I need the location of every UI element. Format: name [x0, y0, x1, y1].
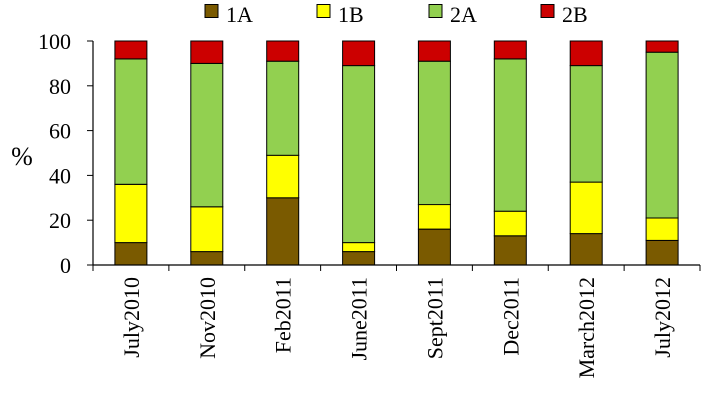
y-tick-label: 20	[49, 208, 71, 233]
bar-segment-2a-july2012	[645, 51, 679, 219]
bar-segment-1a-nov2010	[190, 251, 224, 266]
bar-segment-2a-march2012	[569, 65, 603, 183]
bar-segment-1b-march2012	[569, 181, 603, 235]
bar-segment-2b-nov2010	[190, 40, 224, 64]
bar-segment-2b-july2010	[114, 40, 148, 60]
legend-swatch-1a	[204, 4, 219, 18]
bar-segment-1b-july2010	[114, 183, 148, 244]
bar-segment-1b-july2012	[645, 217, 679, 241]
bar-segment-1b-feb2011	[266, 154, 300, 199]
x-tick-label: Feb2011	[271, 277, 296, 353]
x-tick-label: July2010	[119, 277, 144, 358]
bar-segment-2a-sept2011	[417, 60, 451, 206]
legend-swatch-1b	[316, 4, 331, 18]
bar-segment-1b-june2011	[342, 242, 376, 253]
legend-swatch-2b	[540, 4, 555, 18]
y-tick-label: 40	[49, 163, 71, 188]
bar-segment-1a-july2012	[645, 239, 679, 266]
x-tick-label: Sept2011	[422, 277, 447, 359]
bar-segment-2a-june2011	[342, 65, 376, 244]
y-axis-label: %	[11, 142, 33, 171]
bar-segment-1b-dec2011	[493, 210, 527, 237]
bar-segment-2b-march2012	[569, 40, 603, 67]
y-tick-label: 80	[49, 74, 71, 99]
bar-segment-1a-dec2011	[493, 235, 527, 266]
bar-segment-2b-sept2011	[417, 40, 451, 62]
legend-label-2b: 2B	[562, 2, 588, 27]
x-tick-label: June2011	[347, 277, 372, 361]
bar-segment-2b-july2012	[645, 40, 679, 53]
chart-legend: 1A 1B 2A 2B	[204, 2, 588, 27]
y-tick-label: 100	[38, 29, 71, 54]
y-tick-label: 0	[60, 253, 71, 278]
bar-segment-2b-feb2011	[266, 40, 300, 62]
bar-segment-2a-july2010	[114, 58, 148, 185]
x-tick-label: Nov2010	[195, 277, 220, 359]
bar-segment-2a-feb2011	[266, 60, 300, 156]
legend-label-2a: 2A	[450, 2, 477, 27]
axes-group: July2010 Nov2010 Feb2011 June2011 Sept2011 De…	[38, 29, 701, 378]
bar-segment-1a-sept2011	[417, 228, 451, 266]
bar-segment-1b-nov2010	[190, 206, 224, 253]
bar-segment-2b-dec2011	[493, 40, 527, 60]
bar-segment-2a-nov2010	[190, 62, 224, 208]
y-tick-label: 60	[49, 119, 71, 144]
x-tick-label: March2012	[574, 277, 599, 378]
x-tick-label: July2012	[650, 277, 675, 358]
bar-segment-1a-march2012	[569, 233, 603, 266]
x-tick-label: Dec2011	[498, 277, 523, 356]
legend-label-1b: 1B	[338, 2, 364, 27]
bar-segment-2b-june2011	[342, 40, 376, 67]
bar-segment-1b-sept2011	[417, 204, 451, 230]
bar-segment-2a-dec2011	[493, 58, 527, 212]
legend-swatch-2a	[428, 4, 443, 18]
bars-group	[114, 40, 679, 266]
bar-segment-1a-june2011	[342, 251, 376, 266]
bar-segment-1a-feb2011	[266, 197, 300, 266]
legend-label-1a: 1A	[226, 2, 253, 27]
bar-segment-1a-july2010	[114, 242, 148, 266]
